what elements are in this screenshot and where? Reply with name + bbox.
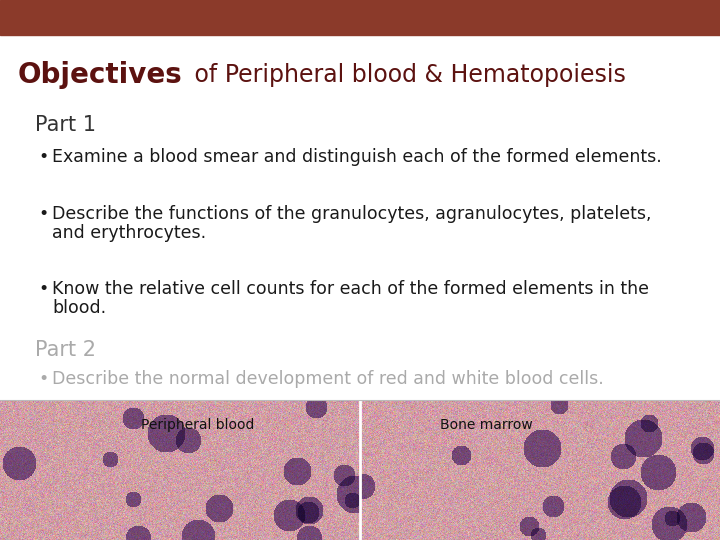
- Text: of Peripheral blood & Hematopoiesis: of Peripheral blood & Hematopoiesis: [186, 63, 626, 87]
- Text: •: •: [38, 205, 48, 223]
- Text: and erythrocytes.: and erythrocytes.: [52, 225, 206, 242]
- Bar: [0, 0, 720, 35]
- Text: Peripheral blood: Peripheral blood: [141, 418, 255, 432]
- Text: blood.: blood.: [52, 299, 106, 318]
- Text: Describe the functions of the granulocytes, agranulocytes, platelets,: Describe the functions of the granulocyt…: [52, 205, 652, 223]
- Text: Describe the normal development of red and white blood cells.: Describe the normal development of red a…: [52, 370, 604, 388]
- Text: •: •: [38, 148, 48, 166]
- Text: •: •: [38, 370, 48, 388]
- Text: Examine a blood smear and distinguish each of the formed elements.: Examine a blood smear and distinguish ea…: [52, 148, 662, 166]
- Text: Part 2: Part 2: [35, 340, 96, 360]
- Text: Objectives: Objectives: [18, 61, 183, 89]
- Text: Know the relative cell counts for each of the formed elements in the: Know the relative cell counts for each o…: [52, 280, 649, 298]
- Text: Part 1: Part 1: [35, 115, 96, 135]
- Text: Bone marrow: Bone marrow: [440, 418, 532, 432]
- Text: •: •: [38, 280, 48, 298]
